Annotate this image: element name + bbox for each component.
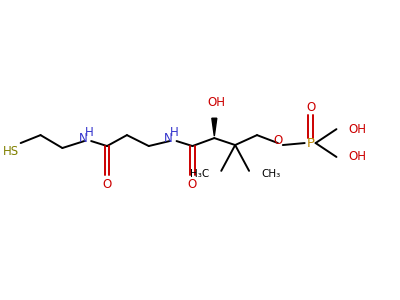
Text: OH: OH [348,123,366,136]
Text: N: N [79,132,88,145]
Text: H: H [170,126,179,139]
Text: N: N [164,132,173,145]
Text: O: O [273,134,282,147]
Text: HS: HS [2,146,19,158]
Text: H₃C: H₃C [190,169,209,179]
Polygon shape [212,118,217,136]
Text: O: O [188,178,197,191]
Text: H: H [85,126,94,139]
Text: OH: OH [348,151,366,164]
Text: OH: OH [207,96,225,109]
Text: P: P [307,136,315,149]
Text: O: O [102,178,112,191]
Text: CH₃: CH₃ [261,169,280,179]
Text: O: O [306,101,315,114]
